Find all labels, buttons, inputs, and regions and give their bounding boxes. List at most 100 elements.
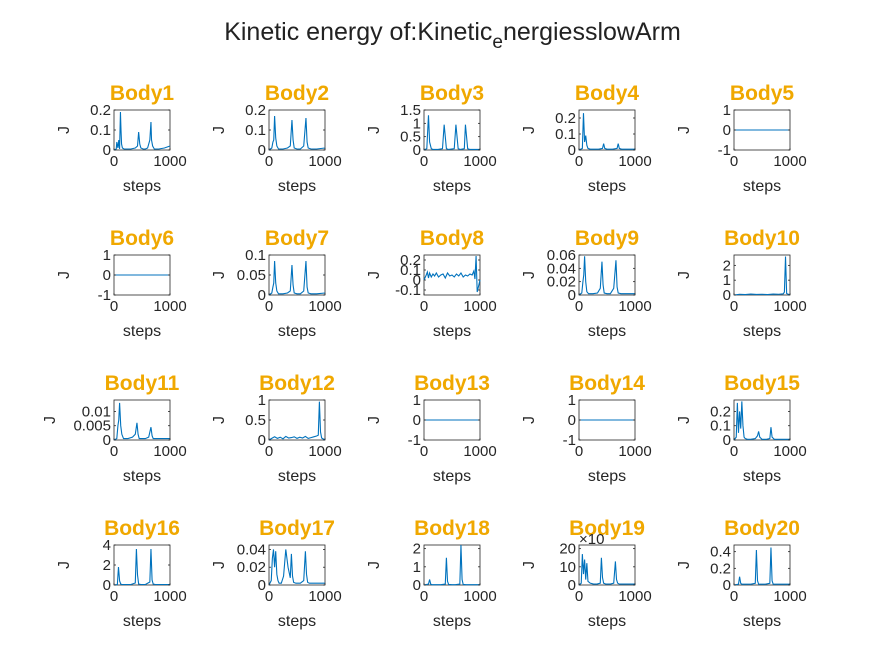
body16-series-line [113, 548, 170, 586]
body14-xtick-label: 0 [575, 443, 583, 460]
body11-axes-box [113, 399, 171, 441]
body19-title: Body19 [569, 517, 645, 540]
body8-ytick-label: 0 [413, 272, 421, 289]
body17-ytick-label: 0.04 [237, 541, 266, 558]
body8-xtick-label: 1000 [463, 298, 496, 315]
body8-ylabel: J [366, 271, 383, 279]
body7-xtick-label: 1000 [308, 298, 341, 315]
body2-ytick-label: 0 [258, 142, 266, 159]
body7-ylabel: J [211, 271, 228, 279]
body4-ytick-label: 0.2 [555, 110, 576, 127]
body11-ytick-label: 0 [103, 432, 111, 449]
body18-ylabel: J [366, 561, 383, 569]
body7-ytick-label: 0 [258, 287, 266, 304]
body19-xtick-label: 1000 [618, 588, 651, 605]
body12-ytick-label: 0.5 [245, 412, 266, 429]
body4-ytick-label: 0 [568, 142, 576, 159]
body13-xtick-label: 1000 [463, 443, 496, 460]
body9-title: Body9 [575, 227, 639, 250]
body14-ytick-label: -1 [563, 432, 576, 449]
body2-xtick-label: 1000 [308, 153, 341, 170]
body16-xtick-label: 1000 [153, 588, 186, 605]
body17-xtick-label: 0 [265, 588, 273, 605]
body19-xlabel: steps [588, 613, 626, 630]
body7-ytick-label: 0.1 [245, 247, 266, 264]
body9-xtick-label: 1000 [618, 298, 651, 315]
body9-series-line [578, 256, 635, 296]
body4-xtick-label: 1000 [618, 153, 651, 170]
body18-ytick-label: 2 [413, 541, 421, 558]
body12-series-line [268, 401, 326, 441]
body9-ytick-label: 0 [568, 287, 576, 304]
body17-title: Body17 [259, 517, 335, 540]
body6-xtick-label: 1000 [153, 298, 186, 315]
body5-ytick-label: -1 [718, 142, 731, 159]
body17-series-line [268, 549, 325, 586]
body18-xlabel: steps [433, 613, 471, 630]
body20-ytick-label: 0 [723, 577, 731, 594]
body11-xlabel: steps [123, 468, 161, 485]
body13-title: Body13 [414, 372, 490, 395]
body2-ytick-label: 0.1 [245, 122, 266, 139]
body9-ylabel: J [521, 271, 538, 279]
body7-title: Body7 [265, 227, 329, 250]
body17-ytick-label: 0.02 [237, 559, 266, 576]
body15-title: Body15 [724, 372, 800, 395]
body13-xlabel: steps [433, 468, 471, 485]
body4-xlabel: steps [588, 178, 626, 195]
body17-ytick-label: 0 [258, 577, 266, 594]
body10-xtick-label: 0 [730, 298, 738, 315]
figure-title: Kinetic energy of:KineticenergiesslowArm [0, 18, 875, 53]
body20-axes-box [733, 544, 791, 586]
body19-series-line [578, 554, 635, 586]
body16-axes-box [113, 544, 171, 586]
body18-title: Body18 [414, 517, 490, 540]
body8-title: Body8 [420, 227, 485, 250]
body17-xlabel: steps [278, 613, 316, 630]
body2-xlabel: steps [278, 178, 316, 195]
body5-xtick-label: 1000 [773, 153, 806, 170]
body9-ytick-label: 0.06 [547, 247, 576, 264]
figure-title-rest: nergiesslowArm [502, 18, 681, 46]
body1-xtick-label: 0 [110, 153, 118, 170]
body19-xtick-label: 0 [575, 588, 583, 605]
body15-ylabel: J [676, 416, 693, 424]
body14-ytick-label: 1 [568, 392, 576, 409]
body10-xtick-label: 1000 [773, 298, 806, 315]
body14-xtick-label: 1000 [618, 443, 651, 460]
body18-ytick-label: 0 [413, 577, 421, 594]
body20-ytick-label: 0.2 [710, 560, 731, 577]
body12-title: Body12 [259, 372, 335, 395]
body9-ytick-label: 0.04 [547, 260, 576, 277]
body15-ytick-label: 0.1 [710, 418, 731, 435]
body15-series-line [733, 401, 790, 441]
body19-ytick-label: 20 [559, 541, 576, 558]
body10-ylabel: J [676, 271, 693, 279]
body18-series-line [423, 544, 480, 586]
body8-ytick-label: -0.1 [395, 282, 421, 299]
body14-xlabel: steps [588, 468, 626, 485]
body6-ytick-label: -1 [98, 287, 111, 304]
body5-ytick-label: 0 [723, 122, 731, 139]
body7-axes-box [268, 254, 326, 296]
body15-xtick-label: 0 [730, 443, 738, 460]
body20-ytick-label: 0.4 [710, 544, 731, 561]
body17-xtick-label: 1000 [308, 588, 341, 605]
body14-ytick-label: 0 [568, 412, 576, 429]
body9-ytick-label: 0.02 [547, 274, 576, 291]
body4-series-line [578, 113, 635, 151]
body11-ytick-label: 0.01 [82, 403, 111, 420]
body3-xtick-label: 1000 [463, 153, 496, 170]
body2-series-line [268, 115, 326, 151]
body1-axes-box [113, 109, 171, 151]
body11-series-line [113, 402, 170, 441]
figure-title-main: Kinetic energy of:Kinetic [224, 18, 493, 46]
body2-xtick-label: 0 [265, 153, 273, 170]
body11-title: Body11 [105, 372, 180, 395]
body18-axes-box [423, 544, 481, 586]
body20-ylabel: J [676, 561, 693, 569]
body6-xtick-label: 0 [110, 298, 118, 315]
body14-title: Body14 [569, 372, 645, 395]
body10-title: Body10 [724, 227, 800, 250]
